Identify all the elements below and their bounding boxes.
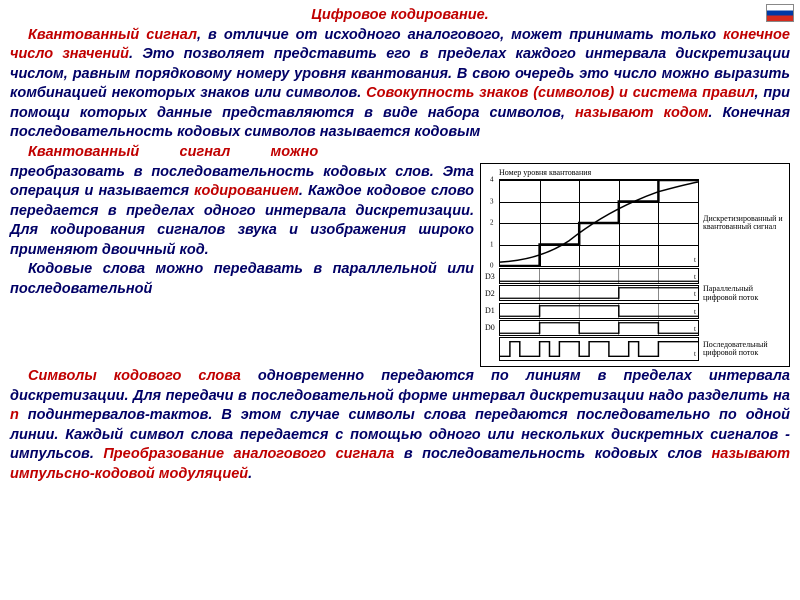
encoding-diagram: Номер уровня квантования t 43210 Дискрет… [480,163,790,368]
main-plot: t 43210 [499,179,699,267]
label-parallel: Параллельный цифровой поток [699,285,785,302]
t-label: t [694,256,696,265]
term-n: n [10,407,19,423]
paragraph-overlay: Квантованный сигнал можно [10,143,790,163]
flag-decoration [766,4,794,22]
label-serial: Последовательный цифровой поток [699,337,785,361]
d-plot-D1: t [499,303,699,319]
d-plot-D3: t [499,268,699,284]
term-code: называют кодом [575,105,708,121]
term-codeword-symbols: Символы кодового слова [28,368,241,384]
paragraph-1: Квантованный сигнал, в отличие от исходн… [10,26,790,143]
paragraph-4: Кодовые слова можно передавать в паралле… [10,260,474,299]
seq-plot: t [499,337,699,361]
diagram-title: Номер уровня квантования [499,168,785,179]
label-quantized: Дискретизированный и квантованный сигнал [699,179,785,267]
d-plot-D0: t [499,320,699,336]
term-quantized-signal: Квантованный сигнал [28,27,197,43]
paragraph-5: Символы кодового слова одновременно пере… [10,367,790,484]
d-plot-D2: t [499,285,699,301]
paragraph-3: преобразовать в последовательность кодов… [10,163,474,261]
page-title: Цифровое кодирование. [10,6,790,26]
term-symbol-set: Совокупность знаков (символов) и система… [366,85,754,101]
term-encoding: кодированием [194,183,299,199]
term-analog-conversion: Преобразование аналогового сигнала [103,446,394,462]
